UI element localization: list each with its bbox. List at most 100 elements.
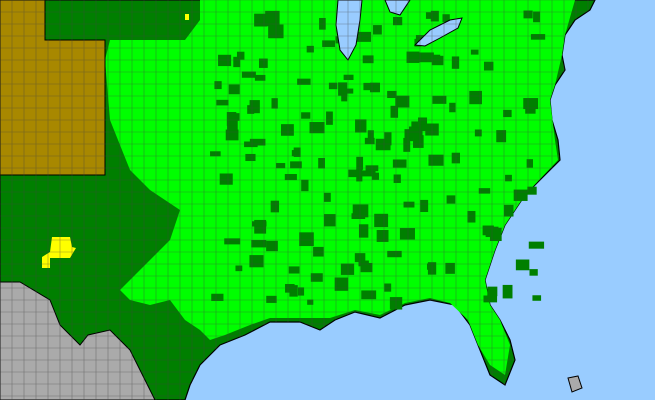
present-county [406,51,420,63]
present-county [526,159,533,168]
present-county [301,112,311,119]
present-county [533,11,541,23]
present-county [392,16,403,26]
present-county [210,151,221,157]
present-county [449,102,456,113]
present-county [393,174,401,183]
present-county [483,61,494,71]
present-county [301,179,309,192]
present-county [528,241,545,249]
present-county-patches [210,10,546,310]
present-county [532,295,542,301]
present-county [418,117,428,132]
present-county [233,56,241,68]
yellow-county-nd [185,14,189,20]
present-county [241,71,256,78]
present-county [387,250,402,258]
present-county [360,262,373,273]
present-county [318,158,325,169]
present-county [328,82,338,90]
mexico [0,281,156,400]
present-county [254,219,267,234]
present-county [358,224,369,238]
present-county [451,56,460,69]
present-county [290,161,302,169]
present-county [418,52,434,63]
present-county [419,124,434,131]
present-county [245,153,256,161]
present-county [211,293,224,301]
present-county [281,124,294,136]
present-county [502,284,513,299]
present-county [356,169,363,182]
present-county [376,229,389,242]
present-county [505,174,512,182]
present-county [266,295,277,303]
present-county [341,88,354,94]
present-county [530,34,546,40]
present-county [390,105,399,118]
present-county [355,119,367,133]
present-county [430,10,439,22]
present-county [254,13,268,27]
present-county [503,109,512,118]
present-county [467,210,476,223]
present-county [375,138,391,151]
present-county [334,277,349,291]
present-county [529,269,538,276]
bahamas [567,375,583,393]
present-county [362,55,374,64]
native-county-region [105,0,575,375]
present-county [340,263,355,275]
lake-michigan [335,0,363,61]
lake-huron [384,0,411,16]
present-county [446,195,456,204]
present-county [285,284,295,293]
present-county [356,156,364,170]
present-county [411,121,419,128]
present-county [364,137,375,145]
present-county [426,263,436,270]
present-county [469,90,482,105]
present-county [291,150,299,157]
present-county [226,112,237,126]
present-county [360,170,376,177]
present-county [355,31,372,42]
present-county [348,169,362,178]
present-county [235,265,243,272]
present-county [218,54,232,67]
present-county [299,232,314,247]
present-county [515,259,530,271]
present-county [413,135,424,148]
lake-erie [413,17,463,47]
present-county [432,95,447,104]
present-county [249,255,264,268]
present-county [288,266,300,274]
present-county [478,188,491,194]
present-county [496,130,507,143]
present-county [244,141,258,148]
present-county [403,201,415,208]
present-county [395,95,410,108]
present-county [392,159,407,168]
present-county [503,204,514,217]
present-county [399,228,415,240]
present-county [425,12,433,19]
present-county [428,154,444,166]
present-county [266,240,278,252]
present-county [483,295,498,303]
present-county [236,51,245,60]
yellow-county-nm [42,237,76,268]
present-county [445,262,455,274]
present-county [309,122,325,134]
present-county [322,40,336,47]
present-county [404,129,414,142]
present-county [251,240,267,248]
present-county [307,299,314,305]
present-county [323,214,336,227]
present-county [420,199,429,213]
present-county [487,286,498,297]
present-county [306,45,314,53]
present-county [474,129,482,137]
